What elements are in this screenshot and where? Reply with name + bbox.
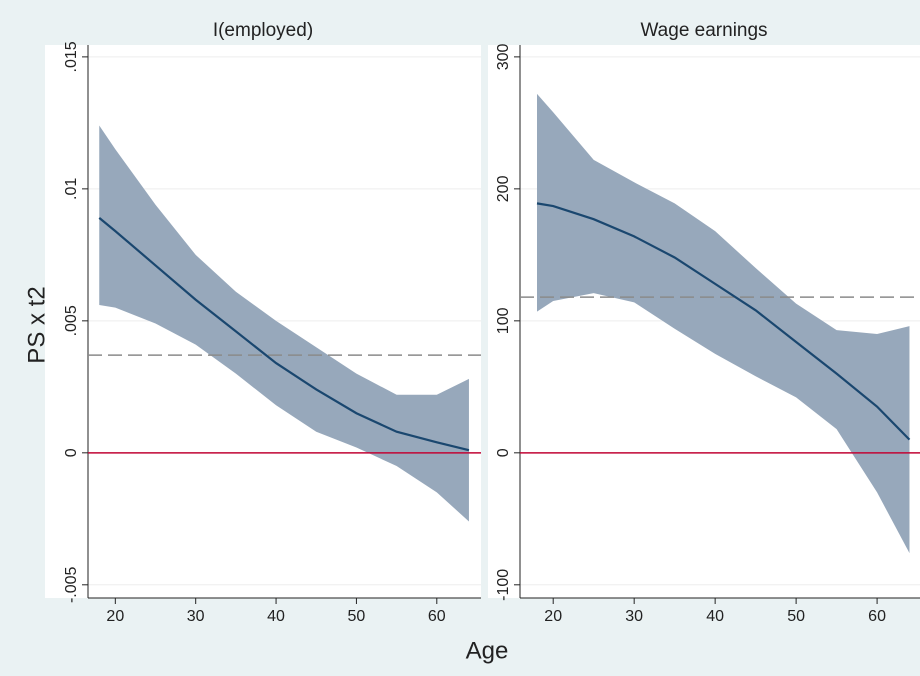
panel-title: Wage earnings: [640, 20, 767, 41]
x-tick-label: 60: [868, 608, 886, 625]
y-tick-label: -100: [495, 569, 512, 601]
x-tick-label: 40: [267, 608, 285, 625]
x-tick-label: 20: [106, 608, 124, 625]
x-tick-label: 30: [187, 608, 205, 625]
y-tick-label: 0: [63, 448, 80, 457]
x-tick-label: 50: [348, 608, 366, 625]
x-tick-label: 30: [625, 608, 643, 625]
y-tick-label: .015: [63, 41, 80, 72]
x-axis-label: Age: [466, 637, 509, 664]
x-tick-label: 20: [544, 608, 562, 625]
fit-line: [536, 202, 911, 441]
confidence-band: [537, 93, 910, 554]
x-tick-label: 50: [787, 608, 805, 625]
x-tick-label: 60: [428, 608, 446, 625]
y-tick-label: .01: [63, 178, 80, 200]
fit-line: [98, 217, 470, 452]
panel-title: I(employed): [213, 20, 313, 41]
y-tick-label: 0: [495, 448, 512, 457]
y-tick-label: 200: [495, 175, 512, 202]
x-tick-label: 40: [706, 608, 724, 625]
y-tick-label: 300: [495, 43, 512, 70]
y-tick-label: -.005: [63, 566, 80, 603]
y-tick-label: .005: [63, 305, 80, 336]
y-tick-label: 100: [495, 307, 512, 334]
